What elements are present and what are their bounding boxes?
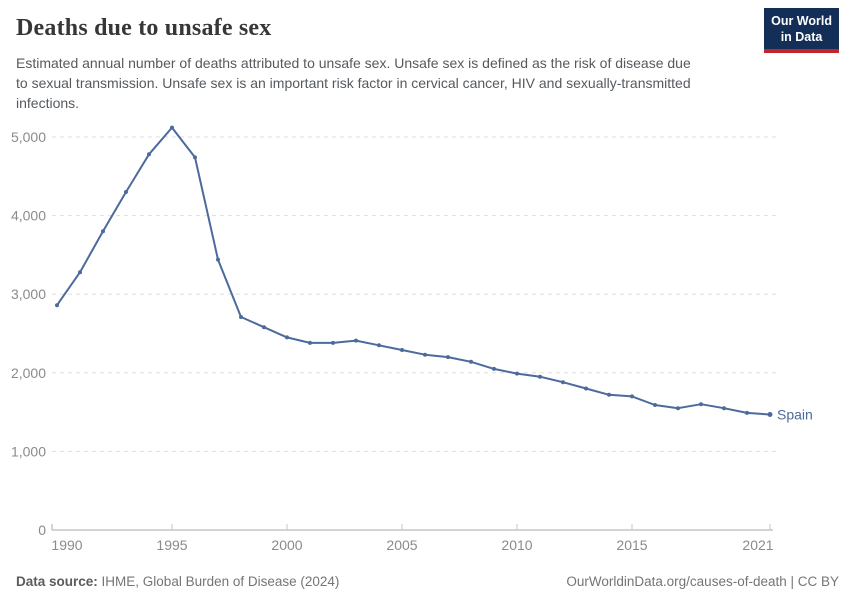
series-line-spain[interactable] [56,126,771,416]
owid-logo[interactable]: Our World in Data [764,8,839,53]
x-tick-label: 2015 [616,537,647,553]
data-point[interactable] [216,257,220,262]
owid-logo-line1: Our World [771,14,832,28]
x-tick-label: 1995 [156,537,187,553]
data-point[interactable] [630,394,634,399]
x-tick-label: 2005 [386,537,417,553]
data-point[interactable] [515,371,519,376]
data-point[interactable] [170,125,174,130]
data-point[interactable] [377,343,381,348]
data-point[interactable] [446,355,450,360]
data-source-value: IHME, Global Burden of Disease (2024) [101,574,340,589]
data-point[interactable] [676,406,680,411]
series-end-label[interactable]: Spain [777,407,813,423]
x-tick-label: 2010 [501,537,532,553]
data-point[interactable] [607,392,611,397]
data-point[interactable] [147,152,151,157]
data-point[interactable] [193,155,197,160]
data-point[interactable] [78,270,82,275]
data-point[interactable] [285,335,289,340]
y-tick-label: 0 [38,522,46,538]
data-point-last[interactable] [767,412,773,417]
chart-footer: Data source: IHME, Global Burden of Dise… [16,574,839,589]
y-tick-label: 3,000 [11,286,46,302]
data-point[interactable] [239,315,243,319]
data-point[interactable] [745,410,749,415]
y-tick-label: 5,000 [11,129,46,145]
chart-subtitle: Estimated annual number of deaths attrib… [16,54,691,112]
data-point[interactable] [331,340,335,345]
y-tick-label: 2,000 [11,365,46,381]
data-point[interactable] [55,303,59,308]
data-point[interactable] [561,380,565,385]
data-point[interactable] [492,366,496,371]
x-tick-label: 1990 [51,537,82,553]
data-point[interactable] [101,229,105,234]
data-point[interactable] [423,352,427,357]
data-point[interactable] [262,325,266,330]
data-point[interactable] [308,340,312,345]
data-point[interactable] [653,403,657,407]
data-point[interactable] [722,406,726,411]
data-point[interactable] [584,386,588,391]
y-tick-label: 4,000 [11,208,46,224]
x-tick-label: 2000 [271,537,302,553]
data-source-label: Data source: [16,574,98,589]
chart-header: Deaths due to unsafe sex Estimated annua… [16,14,756,114]
data-point[interactable] [538,374,542,379]
owid-url-license[interactable]: OurWorldinData.org/causes-of-death | CC … [566,574,839,589]
data-point[interactable] [354,338,358,343]
data-point[interactable] [699,402,703,407]
data-point[interactable] [400,348,404,352]
data-point[interactable] [124,190,128,194]
y-tick-label: 1,000 [11,443,46,459]
owid-logo-line2: in Data [780,30,823,44]
data-point[interactable] [469,359,473,364]
data-source: Data source: IHME, Global Burden of Dise… [16,574,339,589]
x-tick-label: 2021 [742,537,773,553]
page-title: Deaths due to unsafe sex [16,15,272,41]
